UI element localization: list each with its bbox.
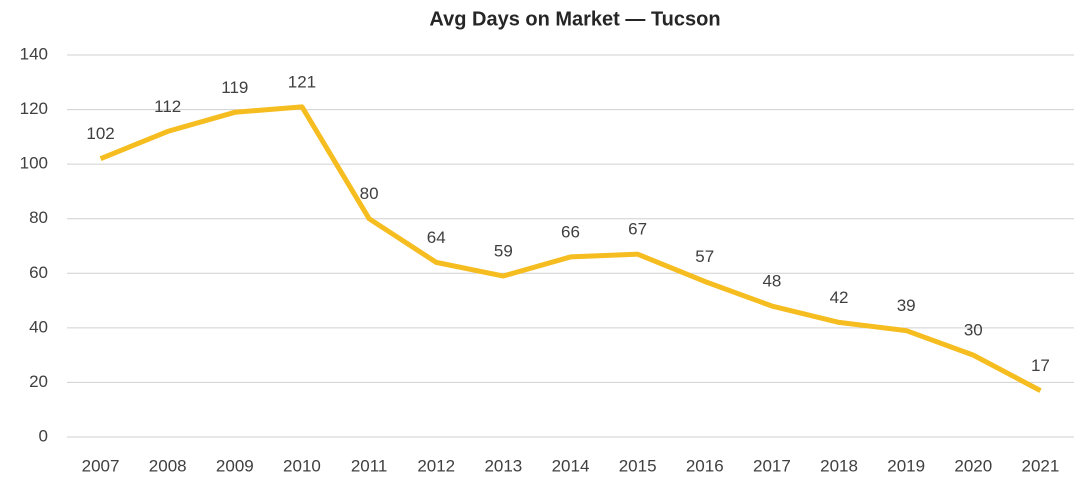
x-tick-label: 2018 bbox=[820, 456, 858, 475]
x-tick-label: 2019 bbox=[887, 456, 925, 475]
data-label: 57 bbox=[695, 247, 714, 266]
x-tick-label: 2017 bbox=[753, 456, 791, 475]
data-label: 66 bbox=[561, 222, 580, 241]
x-tick-label: 2013 bbox=[484, 456, 522, 475]
x-tick-label: 2008 bbox=[149, 456, 187, 475]
x-tick-label: 2020 bbox=[954, 456, 992, 475]
x-tick-label: 2011 bbox=[351, 456, 388, 475]
y-tick-label: 140 bbox=[20, 44, 48, 63]
data-label: 112 bbox=[154, 97, 181, 116]
data-label: 121 bbox=[288, 72, 316, 91]
x-tick-label: 2010 bbox=[283, 456, 321, 475]
x-tick-label: 2009 bbox=[216, 456, 254, 475]
y-tick-label: 120 bbox=[20, 99, 48, 118]
data-label: 64 bbox=[427, 228, 446, 247]
y-tick-label: 60 bbox=[29, 263, 48, 282]
x-tick-label: 2012 bbox=[417, 456, 455, 475]
x-tick-label: 2014 bbox=[552, 456, 590, 475]
data-label: 39 bbox=[897, 296, 916, 315]
x-tick-label: 2015 bbox=[619, 456, 657, 475]
data-label: 30 bbox=[964, 321, 983, 340]
data-label: 42 bbox=[830, 288, 849, 307]
x-tick-label: 2021 bbox=[1022, 456, 1060, 475]
data-label: 119 bbox=[221, 78, 248, 97]
x-tick-label: 2007 bbox=[82, 456, 120, 475]
y-tick-label: 80 bbox=[29, 208, 48, 227]
data-label: 59 bbox=[494, 241, 513, 260]
data-label: 102 bbox=[86, 124, 114, 143]
line bbox=[99, 104, 1042, 393]
chart-title: Avg Days on Market — Tucson bbox=[429, 8, 720, 30]
y-tick-label: 100 bbox=[20, 154, 48, 173]
y-tick-label: 20 bbox=[29, 372, 48, 391]
data-label: 17 bbox=[1031, 356, 1050, 375]
data-label: 80 bbox=[360, 184, 379, 203]
y-tick-label: 0 bbox=[39, 426, 48, 445]
x-tick-label: 2016 bbox=[686, 456, 724, 475]
data-label: 48 bbox=[762, 272, 781, 291]
data-label: 67 bbox=[628, 220, 647, 239]
y-tick-label: 40 bbox=[29, 317, 48, 336]
